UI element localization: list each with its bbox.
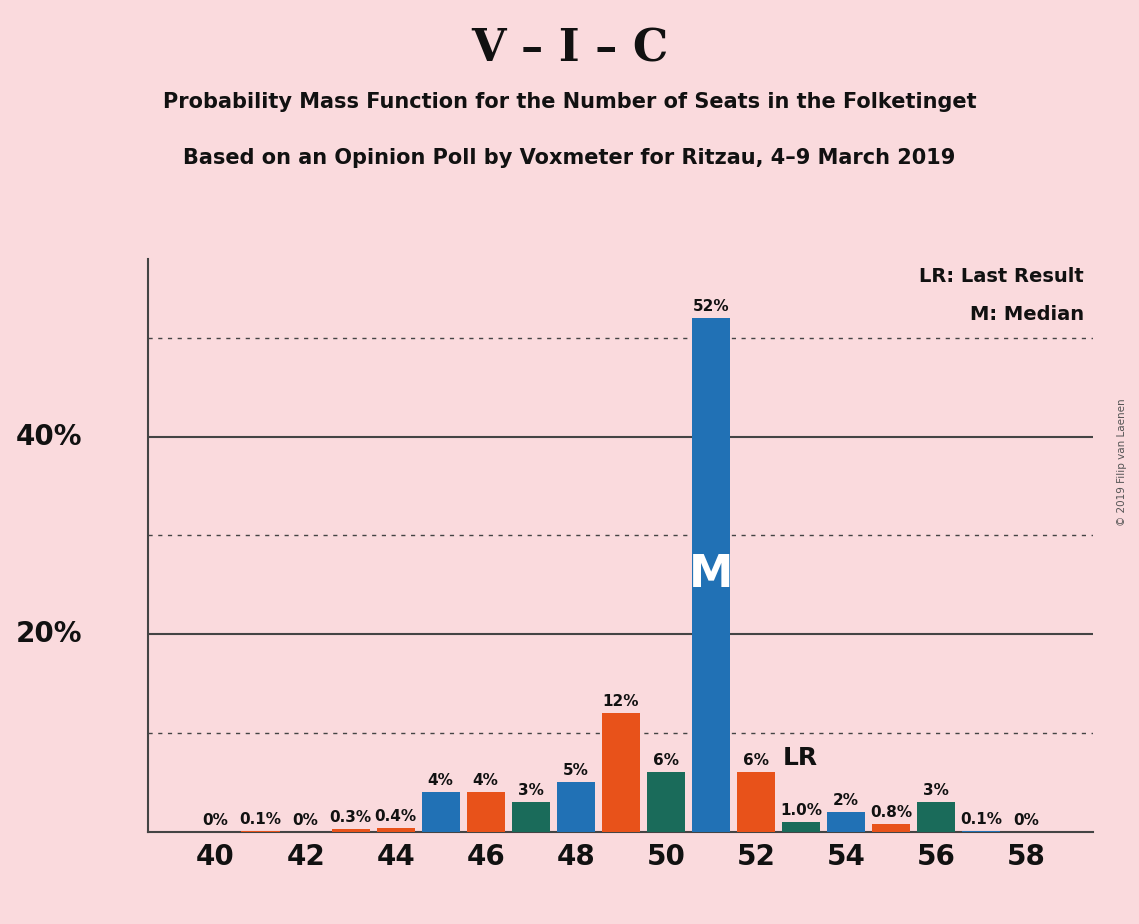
Text: 0.4%: 0.4% [375, 808, 417, 823]
Bar [871, 823, 910, 832]
Text: 0.3%: 0.3% [329, 809, 371, 825]
Text: 3%: 3% [923, 783, 949, 798]
Bar [331, 829, 370, 832]
Text: 0%: 0% [1013, 812, 1039, 828]
Bar [917, 802, 954, 832]
Text: © 2019 Filip van Laenen: © 2019 Filip van Laenen [1117, 398, 1126, 526]
Bar [421, 792, 460, 832]
Text: Probability Mass Function for the Number of Seats in the Folketinget: Probability Mass Function for the Number… [163, 92, 976, 113]
Text: 2%: 2% [833, 793, 859, 808]
Text: M: Median: M: Median [970, 305, 1084, 323]
Bar [467, 792, 505, 832]
Bar [557, 783, 595, 832]
Text: 6%: 6% [743, 753, 769, 769]
Bar [691, 318, 730, 832]
Text: 20%: 20% [16, 620, 82, 648]
Bar [737, 772, 775, 832]
Text: 0.1%: 0.1% [239, 811, 281, 827]
Bar [781, 821, 820, 832]
Text: 3%: 3% [518, 783, 543, 798]
Bar [647, 772, 685, 832]
Text: LR: Last Result: LR: Last Result [919, 267, 1084, 286]
Bar [827, 812, 865, 832]
Bar [241, 831, 280, 832]
Text: Based on an Opinion Poll by Voxmeter for Ritzau, 4–9 March 2019: Based on an Opinion Poll by Voxmeter for… [183, 148, 956, 168]
Text: 0.1%: 0.1% [960, 811, 1002, 827]
Text: 4%: 4% [428, 773, 453, 788]
Bar [961, 831, 1000, 832]
Text: 0.8%: 0.8% [870, 805, 912, 820]
Text: 1.0%: 1.0% [780, 803, 822, 818]
Text: 40%: 40% [16, 422, 82, 451]
Text: LR: LR [782, 747, 818, 771]
Text: 0%: 0% [293, 812, 319, 828]
Text: 12%: 12% [603, 694, 639, 709]
Text: 52%: 52% [693, 299, 729, 314]
Bar [511, 802, 550, 832]
Text: V – I – C: V – I – C [470, 28, 669, 71]
Text: 6%: 6% [653, 753, 679, 769]
Text: M: M [689, 553, 734, 596]
Bar [601, 713, 640, 832]
Text: 0%: 0% [203, 812, 229, 828]
Bar [377, 828, 415, 832]
Text: 4%: 4% [473, 773, 499, 788]
Text: 5%: 5% [563, 763, 589, 778]
